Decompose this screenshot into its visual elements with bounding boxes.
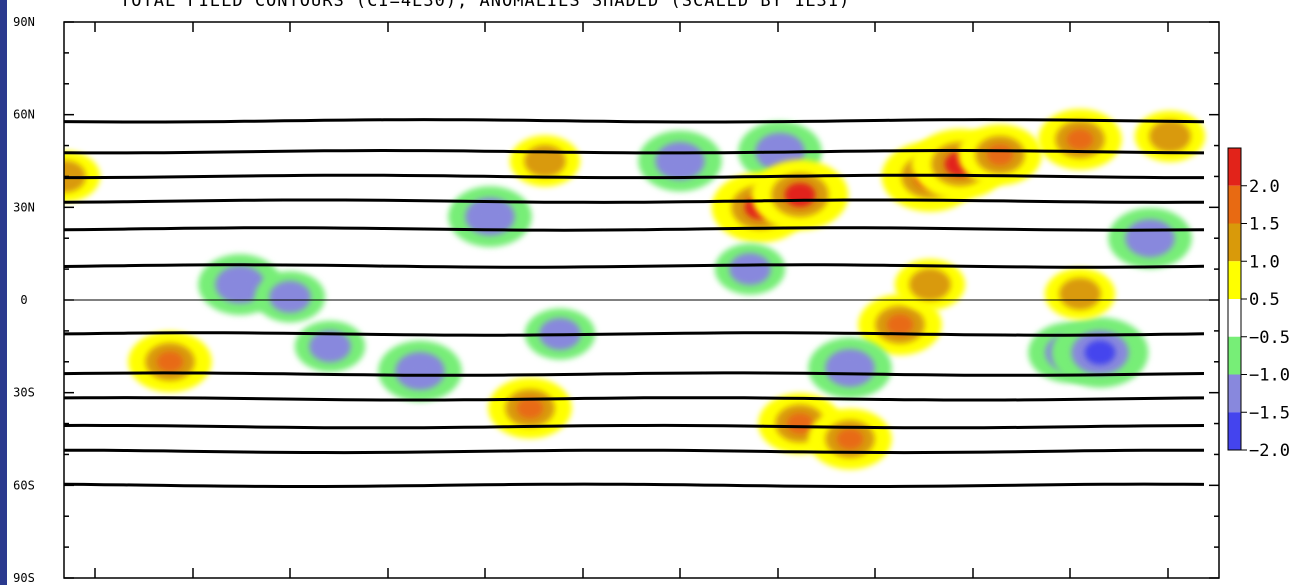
chart-title: TOTAL FIELD CONTOURS (CI=4E30), ANOMALIE…	[120, 0, 851, 11]
window-edge	[0, 0, 7, 585]
anomaly-core	[1084, 340, 1116, 365]
colorbar-label: 2.0	[1249, 177, 1280, 197]
contour-line	[64, 448, 1204, 455]
colorbar-label: 1.0	[1249, 252, 1280, 272]
anomaly-core	[476, 206, 504, 228]
y-tick-label: 90N	[13, 15, 35, 29]
contour-line	[64, 198, 1205, 204]
anomaly-core	[666, 150, 694, 172]
colorbar-cell	[1228, 299, 1241, 337]
contour-line	[64, 396, 1205, 402]
anomaly-mid	[269, 280, 311, 313]
anomaly-core	[784, 182, 816, 208]
y-tick-label: 90S	[13, 571, 35, 585]
contour-line	[64, 482, 1205, 488]
y-tick-label: 30N	[13, 200, 35, 214]
colorbar-label: 1.5	[1249, 215, 1280, 235]
contour-line	[64, 118, 1205, 124]
y-tick-label: 0	[20, 293, 27, 307]
anomaly-core	[886, 314, 914, 336]
colorbar-cell	[1228, 148, 1241, 186]
y-tick-label: 60S	[13, 478, 35, 492]
anomaly-shading	[0, 108, 1206, 470]
anomaly-core	[2, 219, 29, 240]
contour-line	[64, 371, 1205, 377]
colorbar: 2.0 1.5 1.0 0.5 −0.5 −1.0 −1.5 −2.0	[1227, 147, 1290, 461]
anomaly-core	[406, 360, 434, 382]
anomaly-mid	[0, 210, 40, 248]
anomaly-mid	[1149, 120, 1191, 153]
contour-line	[64, 173, 1204, 180]
colorbar-cell	[1228, 412, 1241, 450]
colorbar-label: 0.5	[1249, 290, 1280, 310]
anomaly-core	[986, 144, 1014, 166]
anomaly-mid	[729, 253, 771, 286]
anomaly-mid	[909, 268, 951, 301]
colorbar-cell	[1228, 261, 1241, 299]
colorbar-cell	[1228, 374, 1241, 413]
contour-line	[64, 331, 1205, 337]
y-tick-label: 60N	[13, 108, 35, 122]
colorbar-cell	[1228, 336, 1241, 375]
anomaly-core	[786, 413, 814, 435]
anomaly-core	[226, 274, 254, 296]
axis-ticks	[64, 21, 1219, 579]
colorbar-label: −1.5	[1249, 403, 1290, 423]
anomaly-mid	[524, 145, 566, 177]
contour-line	[64, 423, 1205, 430]
colorbar-label: −2.0	[1249, 441, 1290, 461]
contour-line	[64, 148, 1205, 155]
colorbar-cell	[1228, 185, 1241, 224]
y-tick-label: 30S	[13, 386, 35, 400]
contour-line	[64, 226, 1205, 232]
anomaly-mid	[1059, 277, 1101, 310]
colorbar-label: −0.5	[1249, 328, 1290, 348]
anomaly-core	[836, 428, 864, 450]
anomaly-core	[156, 351, 184, 373]
anomaly-core	[516, 397, 544, 419]
total-field-contours	[64, 118, 1219, 488]
contour-line	[64, 263, 1205, 269]
colorbar-label: −1.0	[1249, 366, 1290, 386]
anomaly-core	[1136, 227, 1164, 249]
colorbar-cell	[1228, 223, 1241, 262]
y-axis-labels: 90N 60N 30N 0 30S 60S 90S	[13, 15, 35, 585]
anomaly-mid	[309, 330, 351, 363]
anomaly-core	[1066, 128, 1094, 150]
